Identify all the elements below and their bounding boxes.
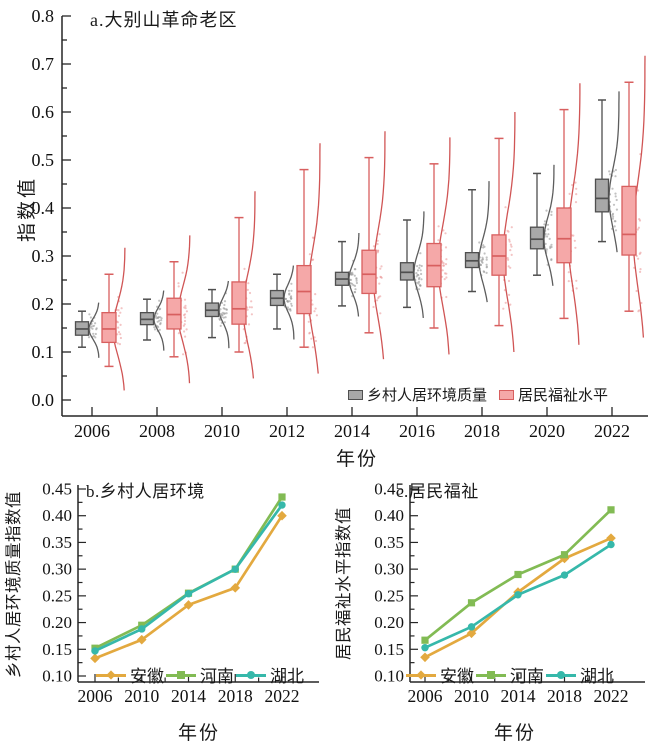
panel-c-legend: 安徽 河南 湖北	[406, 662, 614, 687]
legend-item-hubei: 湖北	[236, 662, 304, 687]
svg-text:0.1: 0.1	[32, 342, 55, 362]
anhui-line-swatch-icon	[406, 669, 436, 680]
legend-label: 湖北	[270, 667, 304, 686]
svg-text:0.7: 0.7	[32, 54, 55, 74]
legend-label: 河南	[200, 667, 234, 686]
panel-c-ylabel: 居民福祉水平指数值	[334, 507, 353, 660]
svg-text:0.35: 0.35	[42, 533, 72, 552]
line-series-湖北	[421, 540, 615, 652]
legend-item-hubei: 湖北	[546, 662, 614, 687]
svg-text:0.30: 0.30	[42, 560, 72, 579]
line-panel-axes: 0.10 0.15 0.20 0.25 0.30 0.35 0.40 0.45 2006 2010…	[374, 480, 645, 706]
legend-item-anhui: 安徽	[96, 662, 164, 687]
svg-text:2014: 2014	[501, 686, 536, 706]
svg-text:0.10: 0.10	[374, 667, 404, 686]
panel-a-axes: 0.0 0.1 0.2 0.3 0.4 0.5 0.6 0.7 0.8 2006 2008 2010 2…	[32, 6, 648, 441]
svg-text:0.35: 0.35	[374, 533, 404, 552]
svg-text:0.25: 0.25	[42, 586, 72, 605]
svg-text:0.45: 0.45	[42, 480, 72, 499]
line-panel-axes: 0.10 0.15 0.20 0.25 0.30 0.35 0.40 0.45 2006 2010…	[42, 480, 319, 706]
svg-text:2010: 2010	[204, 421, 240, 441]
hubei-line-swatch-icon	[546, 670, 576, 680]
svg-text:0.8: 0.8	[32, 6, 55, 26]
henan-line-swatch-icon	[476, 670, 506, 680]
svg-text:2010: 2010	[124, 686, 159, 706]
svg-text:0.5: 0.5	[32, 150, 55, 170]
svg-text:0.45: 0.45	[374, 480, 404, 499]
svg-text:2022: 2022	[594, 421, 630, 441]
panel-b-chart: 0.10 0.15 0.20 0.25 0.30 0.35 0.40 0.45 2006 2010…	[42, 480, 319, 706]
svg-text:2022: 2022	[265, 686, 300, 706]
hubei-line-swatch-icon	[236, 670, 266, 680]
legend-label: 居民福祉水平	[518, 388, 609, 404]
legend-label: 乡村人居环境质量	[367, 388, 488, 404]
svg-text:2006: 2006	[78, 686, 113, 706]
svg-text:0.15: 0.15	[42, 640, 72, 659]
gray-box-swatch-icon	[348, 389, 363, 400]
svg-text:0.25: 0.25	[374, 586, 404, 605]
panel-c-xlabel: 年份	[494, 723, 537, 744]
svg-text:0.0: 0.0	[32, 390, 55, 410]
legend-item-henan: 河南	[476, 662, 544, 687]
legend-item-welfare: 居民福祉水平	[499, 384, 608, 405]
series-welfare-boxes	[101, 55, 646, 391]
svg-text:2016: 2016	[399, 421, 435, 441]
svg-text:0.15: 0.15	[374, 640, 404, 659]
panel-c-title: c.居民福祉	[396, 482, 479, 501]
line-series-河南	[421, 506, 615, 644]
svg-text:0.40: 0.40	[42, 506, 72, 525]
legend-label: 湖北	[580, 667, 614, 686]
panel-a-ylabel: 指数值	[17, 175, 38, 242]
svg-text:0.20: 0.20	[42, 613, 72, 632]
svg-text:2014: 2014	[171, 686, 206, 706]
svg-text:2008: 2008	[139, 421, 175, 441]
panel-a-chart: 0.0 0.1 0.2 0.3 0.4 0.5 0.6 0.7 0.8 2006 2008 2010 2…	[32, 6, 648, 441]
line-series-河南	[91, 493, 286, 652]
panel-b-legend: 安徽 河南 湖北	[96, 662, 304, 687]
svg-text:0.20: 0.20	[374, 613, 404, 632]
series-rural-quality-boxes	[74, 91, 620, 358]
svg-text:2018: 2018	[218, 686, 253, 706]
panel-c-chart: 0.10 0.15 0.20 0.25 0.30 0.35 0.40 0.45 2006 2010…	[374, 480, 645, 706]
legend-item-henan: 河南	[166, 662, 234, 687]
legend-label: 安徽	[130, 667, 164, 686]
line-series-湖北	[91, 501, 286, 655]
svg-text:0.40: 0.40	[374, 506, 404, 525]
svg-text:2018: 2018	[464, 421, 500, 441]
svg-text:2010: 2010	[454, 686, 489, 706]
legend-label: 安徽	[440, 667, 474, 686]
red-box-swatch-icon	[499, 389, 515, 400]
legend-item-rural-quality: 乡村人居环境质量	[348, 384, 487, 405]
svg-text:2012: 2012	[269, 421, 305, 441]
panel-a-legend: 乡村人居环境质量 居民福祉水平	[348, 384, 608, 405]
svg-text:2018: 2018	[547, 686, 582, 706]
panel-b-title: b.乡村人居环境	[86, 482, 205, 501]
legend-item-anhui: 安徽	[406, 662, 474, 687]
henan-line-swatch-icon	[166, 670, 196, 680]
legend-label: 河南	[510, 667, 544, 686]
svg-text:0.3: 0.3	[32, 246, 55, 266]
panel-b-xlabel: 年份	[178, 723, 221, 744]
svg-text:0.10: 0.10	[42, 667, 72, 686]
svg-text:0.6: 0.6	[32, 102, 55, 122]
svg-text:0.2: 0.2	[32, 294, 55, 314]
svg-text:2020: 2020	[529, 421, 565, 441]
panel-a-title: a.大别山革命老区	[90, 10, 238, 30]
svg-text:0.30: 0.30	[374, 560, 404, 579]
svg-text:2022: 2022	[594, 686, 629, 706]
svg-text:2014: 2014	[334, 421, 370, 441]
svg-text:0.4: 0.4	[32, 198, 55, 218]
panel-b-ylabel: 乡村人居环境质量指数值	[4, 491, 23, 678]
svg-text:2006: 2006	[408, 686, 443, 706]
panel-a-xlabel: 年份	[336, 449, 379, 470]
anhui-line-swatch-icon	[96, 669, 126, 680]
svg-text:2006: 2006	[74, 421, 110, 441]
